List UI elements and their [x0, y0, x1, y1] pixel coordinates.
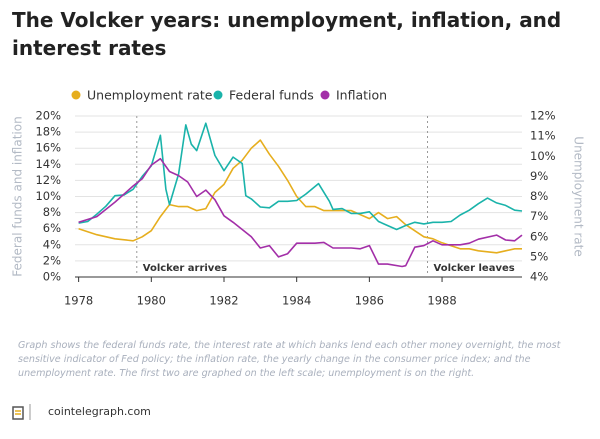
y2-tick-label: 12% [530, 109, 556, 123]
x-tick-label: 1988 [427, 294, 456, 308]
series-line [78, 157, 523, 268]
legend-label: Federal funds [229, 88, 314, 103]
caption: Graph shows the federal funds rate, the … [18, 340, 561, 379]
y-tick-label: 10% [35, 189, 61, 203]
y2-tick-label: 8% [530, 189, 548, 203]
x-tick-label: 1986 [355, 294, 384, 308]
x-tick-label: 1984 [282, 294, 311, 308]
y-tick-label: 12% [35, 173, 61, 187]
y2-tick-label: 7% [530, 209, 548, 223]
y2-tick-label: 6% [530, 229, 548, 243]
y2-tick-label: 4% [530, 270, 548, 284]
chart-title: The Volcker years: unemployment, inflati… [12, 8, 562, 60]
event-label: Volcker leaves [434, 263, 515, 274]
event-label: Volcker arrives [143, 263, 227, 274]
series-line [78, 122, 523, 231]
y-tick-label: 20% [35, 109, 61, 123]
y-tick-label: 8% [43, 205, 61, 219]
y-axis-title: Federal funds and inflation [11, 116, 25, 276]
legend-label: Inflation [336, 88, 387, 103]
y-tick-label: 18% [35, 125, 61, 139]
y-tick-label: 6% [43, 221, 61, 235]
y-tick-label: 4% [43, 237, 61, 251]
source: cointelegraph.com [48, 405, 151, 418]
legend-marker [71, 90, 81, 100]
series-line [78, 139, 522, 254]
y-tick-label: 16% [35, 141, 61, 155]
y-tick-label: 0% [43, 270, 61, 284]
y2-axis-title: Unemployment rate [572, 136, 586, 256]
y2-tick-label: 9% [530, 169, 548, 183]
x-tick-label: 1982 [209, 294, 238, 308]
y-tick-label: 14% [35, 157, 61, 171]
y2-tick-label: 11% [530, 129, 556, 143]
x-tick-label: 1978 [64, 294, 93, 308]
y2-tick-label: 5% [530, 249, 548, 263]
logo [12, 404, 31, 420]
x-tick-label: 1980 [137, 294, 166, 308]
y2-tick-label: 10% [530, 149, 556, 163]
y-tick-label: 2% [43, 253, 61, 267]
legend-marker [320, 90, 330, 100]
legend-label: Unemployment rate [87, 88, 213, 103]
legend-marker [213, 90, 223, 100]
